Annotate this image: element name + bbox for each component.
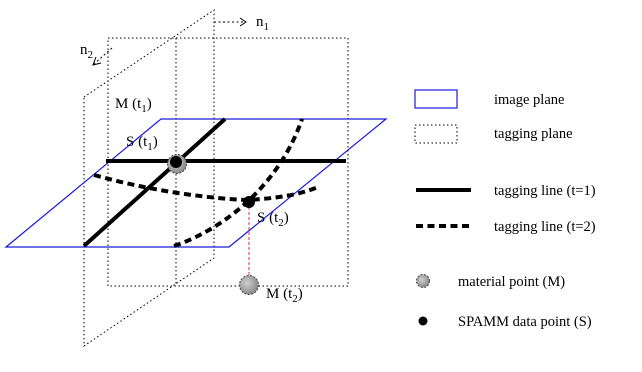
legend-spamm-point-label: SPAMM data point (S) bbox=[458, 314, 592, 330]
legend-tagging-plane-label: tagging plane bbox=[494, 126, 573, 142]
normal-n2-arrow bbox=[92, 47, 113, 66]
legend-image-plane-label: image plane bbox=[494, 92, 564, 108]
normal-n1-arrow bbox=[214, 17, 247, 27]
spamm-point-t1 bbox=[170, 156, 182, 168]
legend-tagging-line-t2-label: tagging line (t=2) bbox=[494, 219, 596, 235]
legend-tagging-plane-swatch bbox=[414, 124, 458, 144]
spamm-point-t2 bbox=[243, 196, 255, 208]
tagging-lines-t1 bbox=[82, 117, 346, 248]
material-point-t2 bbox=[239, 275, 259, 295]
n2-label: n2 bbox=[80, 42, 93, 61]
label-m-t1: M (t1) bbox=[115, 96, 152, 115]
legend-material-point-icon bbox=[416, 274, 430, 288]
label-s-t1: S (t1) bbox=[126, 134, 158, 153]
legend: image plane tagging plane tagging line (… bbox=[414, 89, 596, 330]
legend-material-point-label: material point (M) bbox=[458, 274, 565, 290]
tagging-plane-n2 bbox=[83, 9, 215, 347]
n1-label: n1 bbox=[256, 14, 269, 33]
label-s-t2: S (t2) bbox=[257, 210, 289, 229]
legend-tagging-line-t1-label: tagging line (t=1) bbox=[494, 183, 596, 199]
legend-spamm-point-icon bbox=[418, 316, 428, 326]
legend-image-plane-swatch bbox=[414, 89, 458, 109]
image-plane bbox=[4, 118, 388, 248]
label-m-t2: M (t2) bbox=[266, 286, 303, 305]
